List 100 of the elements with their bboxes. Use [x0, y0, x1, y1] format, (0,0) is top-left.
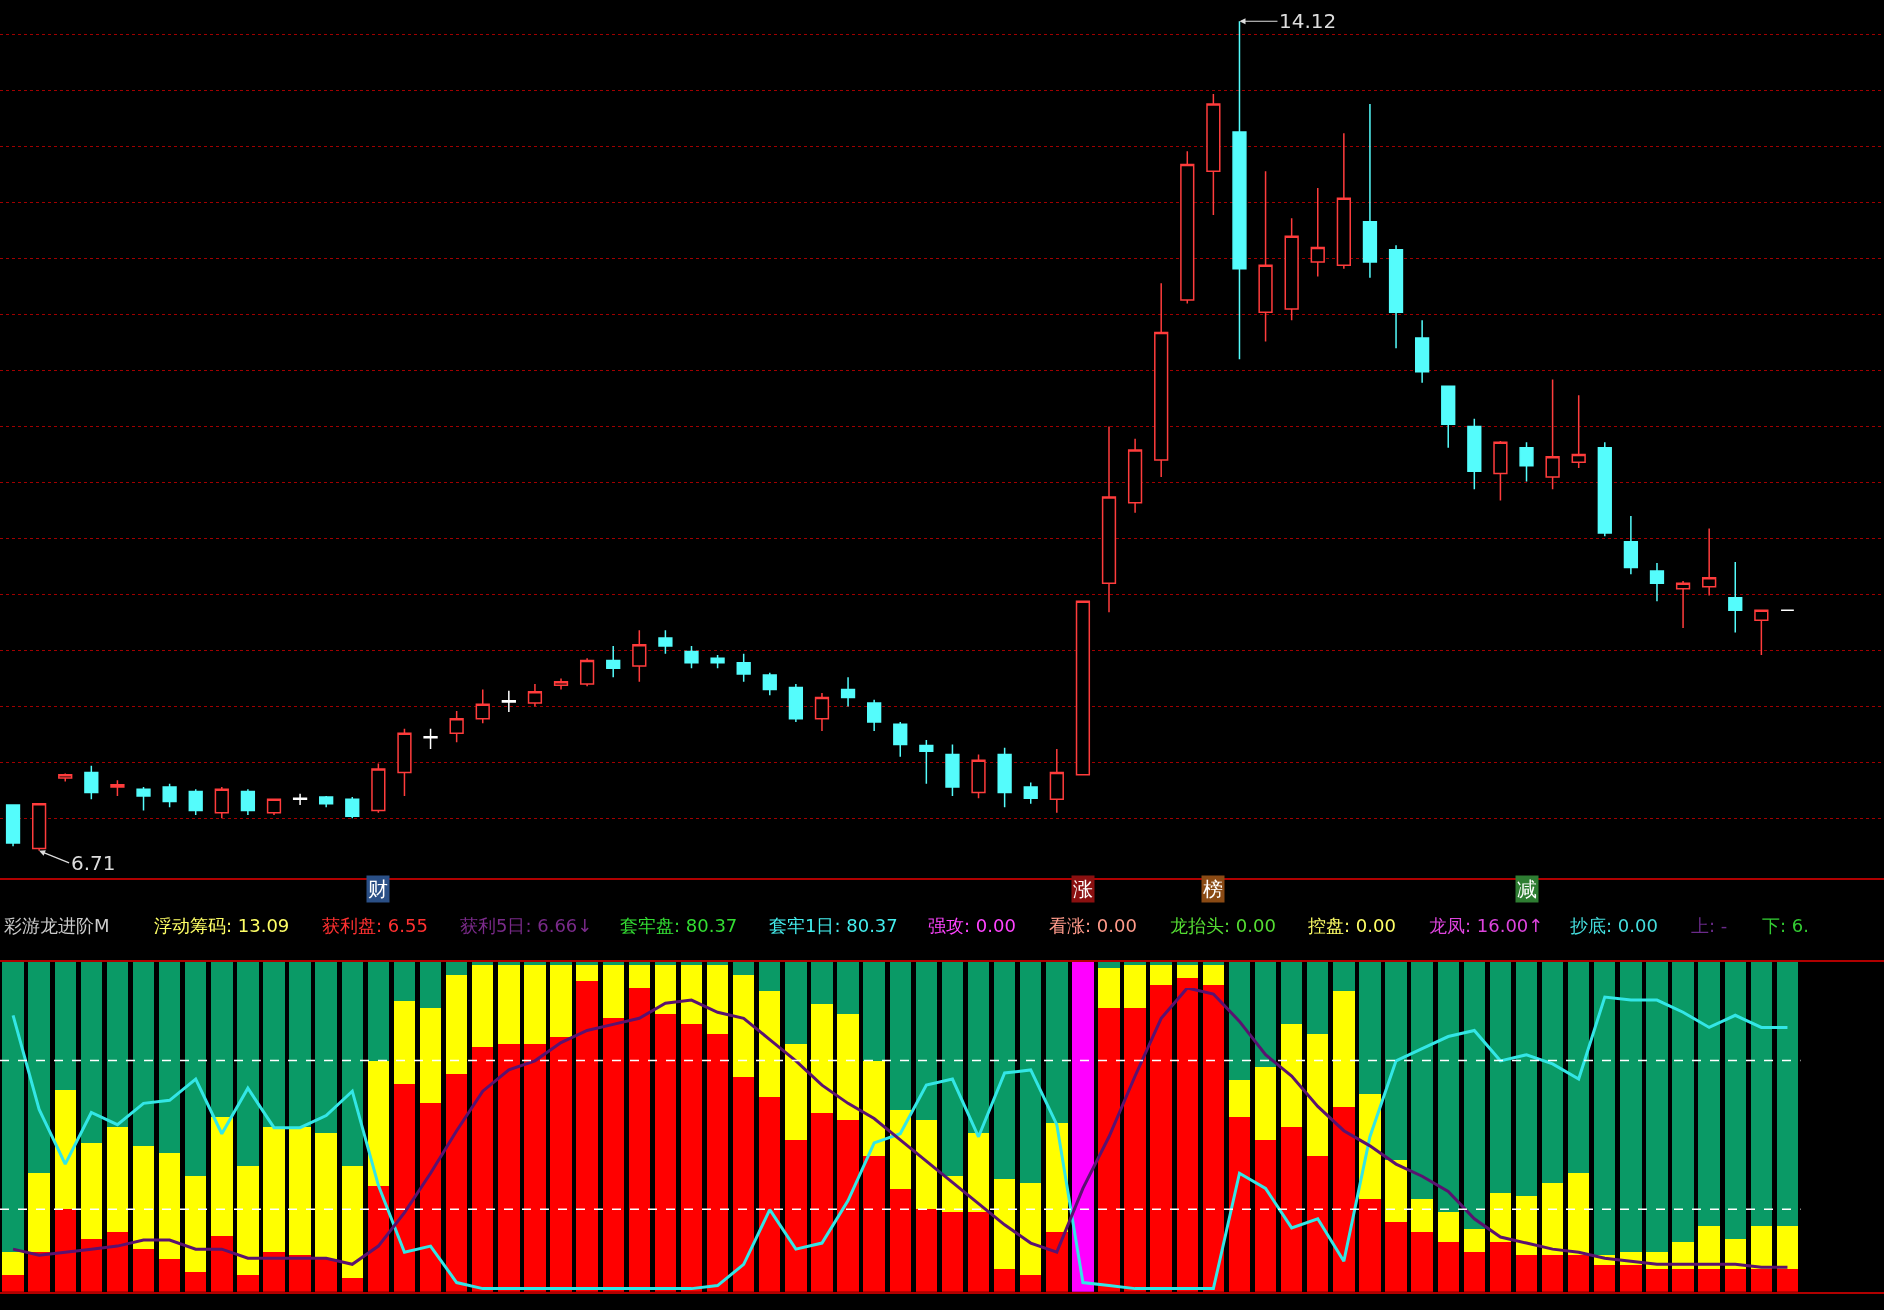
bar: [1254, 1139, 1277, 1292]
bar: [1176, 964, 1198, 979]
candlestick: [971, 753, 986, 799]
bar: [706, 964, 729, 1035]
text: 强攻: 0.00: [928, 915, 1016, 936]
bar: [1750, 1225, 1773, 1269]
bar: [732, 1077, 755, 1292]
candlestick: [423, 728, 438, 750]
bar: [628, 964, 651, 988]
bar: [837, 1120, 859, 1292]
bar: [419, 1103, 442, 1292]
bar: [1724, 1268, 1746, 1292]
bar: [1646, 1268, 1668, 1292]
candlestick: [214, 786, 229, 820]
bar: [837, 961, 859, 1015]
bar: [1307, 1156, 1329, 1292]
bar: [393, 1083, 416, 1292]
bar: [1098, 961, 1120, 969]
candlestick: [110, 779, 125, 797]
candlestick: [1284, 217, 1299, 321]
bar: [28, 961, 50, 1173]
bar: [367, 1060, 390, 1187]
text: 龙凤: 16.00↑: [1429, 915, 1544, 936]
bar: [419, 961, 442, 1008]
candlestick: [1597, 441, 1612, 537]
bar: [811, 961, 833, 1005]
bar: [837, 1014, 859, 1120]
bar: [498, 1044, 520, 1292]
bar: [1646, 961, 1668, 1253]
bar: [263, 1252, 285, 1292]
bar: [785, 961, 807, 1045]
candlestick: [397, 728, 412, 797]
bar: [1620, 961, 1642, 1253]
bar: [1359, 1199, 1381, 1292]
annotation: 榜: [1203, 877, 1223, 901]
candlestick: [658, 629, 673, 655]
bar: [185, 1176, 207, 1272]
bar: [132, 1146, 155, 1249]
bar: [1359, 961, 1381, 1094]
candlestick: [292, 792, 308, 806]
text: 套牢1日: 80.37: [769, 915, 898, 936]
bar: [132, 961, 155, 1147]
candlestick: [1127, 438, 1143, 514]
bar: [1202, 964, 1225, 985]
candlestick: [710, 654, 725, 670]
bar: [393, 1001, 416, 1084]
bar: [1124, 964, 1146, 1008]
bar: [1672, 961, 1694, 1243]
candlestick: [319, 795, 334, 808]
bar: [1568, 1255, 1590, 1292]
candlestick: [1049, 748, 1064, 814]
bar: [863, 1156, 885, 1292]
bar: [993, 961, 1016, 1180]
annotation: 涨: [1073, 877, 1093, 901]
bar: [393, 961, 416, 1002]
bar: [1776, 1268, 1799, 1292]
bar: [576, 981, 598, 1292]
bar: [315, 961, 337, 1134]
bar: [889, 961, 911, 1111]
candlestick: [1180, 150, 1195, 305]
bar: [967, 961, 990, 1134]
bar: [1541, 1255, 1564, 1292]
bar: [941, 961, 964, 1177]
bar: [1098, 968, 1120, 1008]
bar: [158, 1153, 181, 1259]
bar: [54, 961, 76, 1091]
candlestick: [5, 804, 21, 848]
candlestick: [1310, 187, 1325, 278]
bar: [367, 961, 390, 1061]
candlestick: [527, 683, 543, 708]
bar: [732, 974, 755, 1078]
bar: [602, 964, 624, 1018]
bar: [1150, 964, 1172, 985]
annotation: 减: [1517, 877, 1537, 901]
text: 浮动筹码: 13.09: [154, 915, 290, 936]
bar: [915, 1120, 938, 1210]
bar: [993, 1179, 1016, 1269]
bar: [80, 1143, 103, 1239]
candlestick: [1728, 561, 1743, 634]
bar: [498, 964, 520, 1045]
bar: [1333, 1106, 1355, 1292]
bar: [1020, 961, 1042, 1183]
bar: [1620, 1265, 1642, 1292]
bar: [1541, 961, 1564, 1183]
bar: [1385, 961, 1407, 1160]
candlestick: [1545, 378, 1560, 490]
bar: [211, 1235, 233, 1292]
bar: [1228, 1080, 1251, 1117]
bar: [1098, 1007, 1120, 1292]
text: 看涨: 0.00: [1049, 915, 1137, 936]
bar: [1072, 961, 1094, 1292]
bar: [1228, 1116, 1251, 1292]
candlestick: [1493, 440, 1508, 502]
bar: [1411, 1232, 1433, 1292]
bar: [759, 1096, 781, 1292]
candlestick: [1023, 781, 1038, 805]
annotation: 6.71: [71, 851, 116, 875]
bar: [1020, 1182, 1042, 1276]
bar: [1254, 961, 1277, 1068]
chart-title: 彩游龙进阶M: [4, 915, 110, 936]
